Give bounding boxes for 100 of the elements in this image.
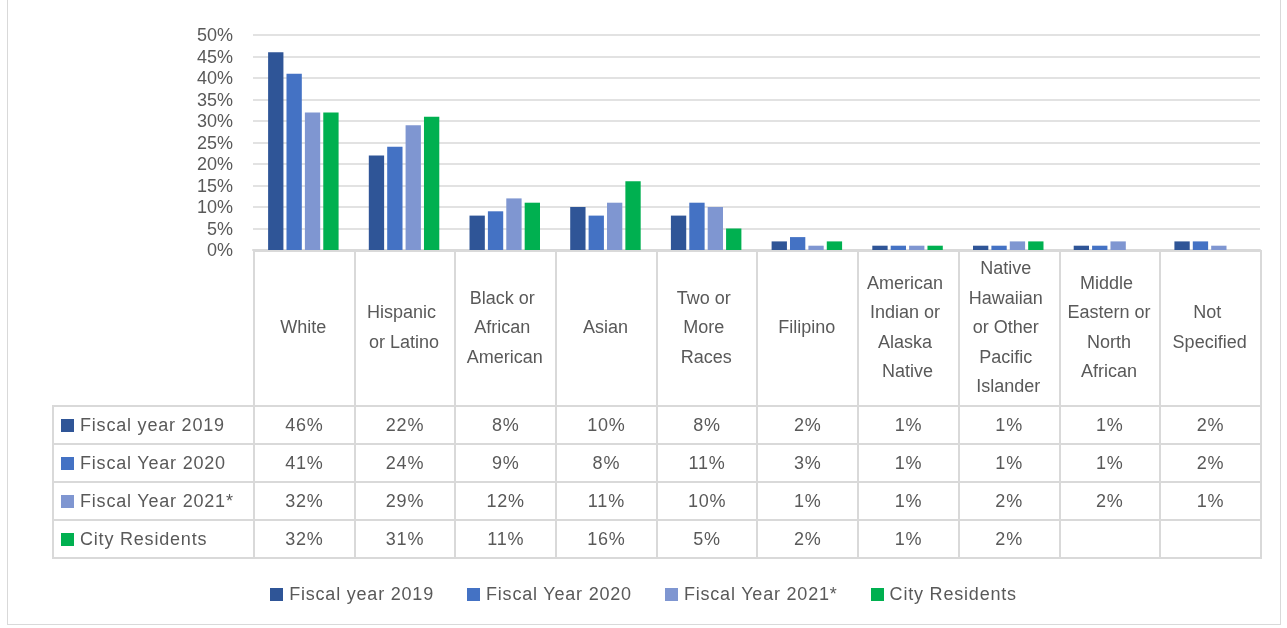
bar xyxy=(368,155,385,250)
bar xyxy=(524,202,540,250)
y-tick-label: 40% xyxy=(196,68,233,88)
data-label: 2% xyxy=(757,406,859,444)
bar xyxy=(789,237,806,250)
data-label: 1% xyxy=(958,406,1060,444)
x-tick-label: Hispanic or Latino xyxy=(367,302,442,352)
x-tick-label: Not Specified xyxy=(1172,302,1247,352)
data-label: 32% xyxy=(254,482,355,520)
x-tick-label: White xyxy=(280,317,327,337)
data-label: 2% xyxy=(958,520,1060,558)
bar xyxy=(469,215,485,250)
text: Fiscal Year 2021* xyxy=(683,584,838,604)
legend-label: Fiscal year 2019 xyxy=(53,406,254,444)
data-label: 2% xyxy=(1160,406,1261,444)
data-label: 1% xyxy=(757,482,859,520)
bar xyxy=(1073,245,1090,250)
legend-label: Fiscal Year 2021* xyxy=(53,482,254,520)
bar xyxy=(726,228,742,250)
bar xyxy=(387,146,403,250)
y-tick-label: 15% xyxy=(196,175,233,196)
data-label: 8% xyxy=(455,406,557,444)
y-tick-label: 10% xyxy=(196,197,233,217)
data-label: 24% xyxy=(354,444,456,482)
bar xyxy=(872,245,888,250)
y-tick-label: 25% xyxy=(196,132,233,153)
data-label: 11% xyxy=(556,482,657,520)
bar xyxy=(506,198,522,250)
bar xyxy=(268,52,284,250)
bar xyxy=(405,125,421,250)
bar xyxy=(771,241,787,250)
data-label: 12% xyxy=(455,482,557,520)
y-tick-label: 20% xyxy=(196,154,233,174)
data-label: 46% xyxy=(254,406,355,444)
bar xyxy=(973,245,989,250)
y-tick-label: 35% xyxy=(196,89,233,110)
data-label: 10% xyxy=(656,482,758,520)
text: Fiscal Year 2020 xyxy=(486,584,632,604)
bar xyxy=(689,202,705,250)
data-label: 1% xyxy=(958,444,1060,482)
x-tick-label: Filipino xyxy=(778,317,836,337)
bar xyxy=(890,245,907,250)
bar xyxy=(588,215,604,250)
bar xyxy=(808,245,824,250)
bar xyxy=(927,245,943,250)
data-label: 8% xyxy=(556,444,657,482)
bar xyxy=(487,211,504,250)
bar xyxy=(625,181,641,250)
data-label: 1% xyxy=(1059,444,1161,482)
bar xyxy=(423,116,440,250)
text: Fiscal year 2019 xyxy=(289,584,434,604)
y-tick-label: 30% xyxy=(196,111,233,131)
bar xyxy=(286,73,302,250)
text: City Residents xyxy=(889,584,1017,604)
data-label: 1% xyxy=(858,520,959,558)
data-label: 2% xyxy=(1059,482,1161,520)
x-tick-label: Native Hawaiian or Other Pacific Islander xyxy=(968,258,1048,396)
data-label: 22% xyxy=(354,406,456,444)
bar xyxy=(1009,241,1026,250)
data-label: 9% xyxy=(455,444,557,482)
bar xyxy=(1110,241,1126,250)
data-label: 2% xyxy=(757,520,859,558)
x-tick-label: Asian xyxy=(582,317,628,337)
data-label: 29% xyxy=(354,482,456,520)
data-label: 16% xyxy=(556,520,657,558)
data-label: 1% xyxy=(858,406,959,444)
data-label: 8% xyxy=(656,406,758,444)
bar xyxy=(304,112,321,250)
bar xyxy=(1092,245,1108,250)
y-tick-label: 0% xyxy=(206,240,233,260)
bar xyxy=(991,245,1007,250)
data-label: 2% xyxy=(958,482,1060,520)
data-label: 10% xyxy=(556,406,657,444)
bar xyxy=(707,207,724,250)
legend-label: Fiscal Year 2020 xyxy=(53,444,254,482)
data-label: 1% xyxy=(1160,482,1261,520)
bar xyxy=(826,241,843,250)
data-label: 2% xyxy=(1160,444,1261,482)
bar xyxy=(606,202,623,250)
y-tick-label: 50% xyxy=(196,25,233,45)
x-tick-label: Black or African American xyxy=(466,287,543,367)
x-tick-label: Two or More Races xyxy=(676,287,736,367)
bar xyxy=(909,245,925,250)
bar xyxy=(1174,241,1190,250)
bar xyxy=(670,215,687,250)
data-label: 41% xyxy=(254,444,355,482)
bar xyxy=(570,207,586,250)
data-label: 5% xyxy=(656,520,758,558)
x-tick-label: Middle Eastern or North African xyxy=(1067,272,1151,382)
y-tick-label: 45% xyxy=(196,46,233,67)
data-label: 11% xyxy=(455,520,557,558)
data-label: 1% xyxy=(858,482,959,520)
data-label: 1% xyxy=(1059,406,1161,444)
bar xyxy=(1028,241,1044,250)
bar xyxy=(323,112,339,250)
legend-label: City Residents xyxy=(53,520,254,558)
data-label: 1% xyxy=(858,444,959,482)
y-tick-label: 5% xyxy=(206,218,233,239)
bar xyxy=(1192,241,1209,250)
data-label: 11% xyxy=(656,444,758,482)
